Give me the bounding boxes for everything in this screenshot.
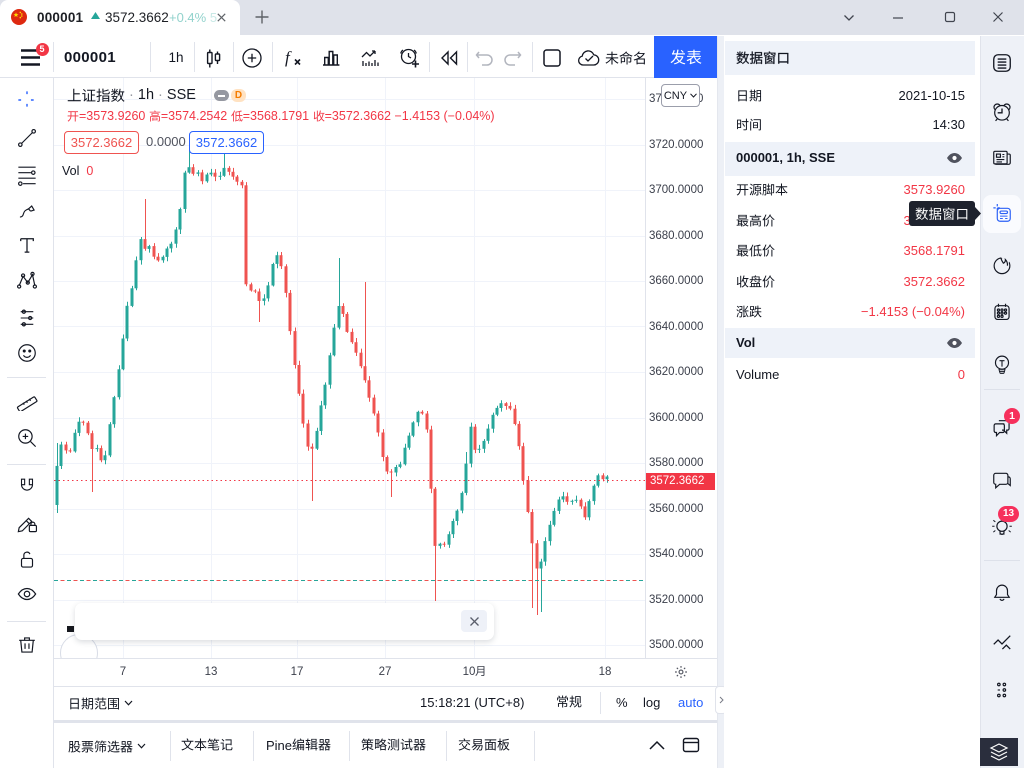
svg-text:f: f: [285, 48, 292, 67]
